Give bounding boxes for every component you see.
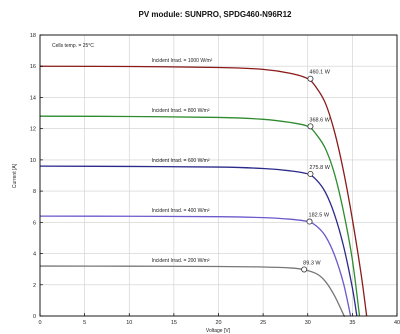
y-tick-label: 16 — [30, 64, 36, 70]
series-line — [39, 265, 346, 318]
x-tick-label: 35 — [349, 320, 355, 326]
x-tick-label: 0 — [38, 320, 41, 326]
x-tick-label: 10 — [126, 320, 132, 326]
mpp-marker — [306, 218, 313, 225]
x-tick-label: 20 — [215, 320, 221, 326]
series-line — [39, 215, 352, 317]
y-tick-label: 0 — [33, 314, 36, 320]
tick-layer: 0 5 10 15 20 25 30 35 40 0 2 4 6 8 10 12 14 16 18 — [30, 33, 400, 326]
series-irradiance-label: Incident Irrad. = 200 W/m² — [152, 258, 210, 264]
y-axis-label: Current [A] — [12, 163, 18, 188]
series-line — [39, 165, 358, 317]
mpp-power-label: 275.8 W — [309, 165, 330, 171]
series-irradiance-label: Incident Irrad. = 800 W/m² — [152, 108, 210, 114]
series-irradiance-label: Incident Irrad. = 400 W/m² — [152, 208, 210, 214]
label-layer: Incident Irrad. = 1000 W/m² 460.1 W Incide… — [152, 58, 331, 273]
y-tick-label: 14 — [30, 95, 36, 101]
y-tick-label: 8 — [33, 189, 36, 195]
chart-title: PV module: SUNPRO, SPDG460-N96R12 — [139, 10, 292, 19]
x-axis-label: Voltage [V] — [206, 328, 231, 334]
x-tick-label: 5 — [83, 320, 86, 326]
y-tick-label: 18 — [30, 33, 36, 39]
series-irradiance-label: Incident Irrad. = 1000 W/m² — [152, 58, 213, 64]
cells-temp-label: Cells temp. = 25°C — [52, 43, 94, 49]
x-tick-label: 40 — [394, 320, 400, 326]
mpp-power-label: 460.1 W — [309, 70, 330, 76]
series-line — [39, 65, 368, 317]
x-tick-label: 25 — [260, 320, 266, 326]
mpp-marker — [307, 75, 314, 82]
y-tick-label: 12 — [30, 127, 36, 133]
mpp-power-label: 368.6 W — [309, 117, 330, 123]
mpp-marker — [307, 123, 314, 130]
y-tick-label: 6 — [33, 220, 36, 226]
y-tick-label: 2 — [33, 283, 36, 289]
y-tick-label: 10 — [30, 158, 36, 164]
mpp-power-label: 89.3 W — [303, 260, 321, 266]
series-irradiance-label: Incident Irrad. = 600 W/m² — [152, 158, 210, 164]
x-tick-label: 30 — [305, 320, 311, 326]
x-tick-label: 15 — [171, 320, 177, 326]
y-tick-label: 4 — [33, 252, 36, 258]
mpp-marker — [307, 170, 314, 177]
mpp-power-label: 182.5 W — [309, 213, 330, 219]
mpp-marker — [301, 266, 308, 273]
grid-layer — [40, 35, 397, 316]
